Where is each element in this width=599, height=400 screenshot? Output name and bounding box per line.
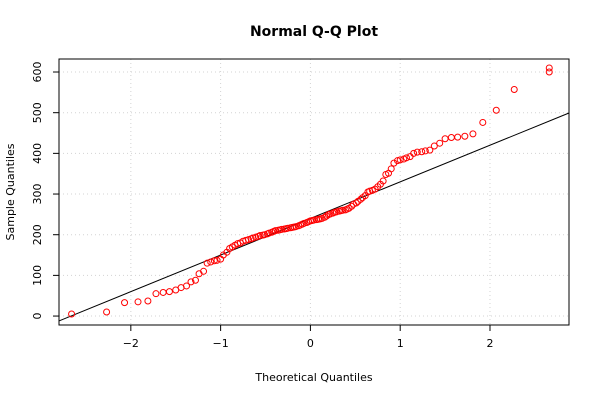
x-tick-label: 1: [397, 337, 404, 350]
data-point: [134, 298, 142, 306]
y-axis: 0 100 200 300 400 500 600: [31, 62, 59, 320]
plot-frame: [58, 58, 570, 326]
data-point: [492, 106, 500, 114]
x-tick-label: 2: [486, 337, 493, 350]
data-points: [68, 64, 553, 318]
y-tick-label: 400: [31, 143, 44, 164]
data-point: [191, 276, 199, 284]
data-point: [213, 256, 221, 264]
x-tick-label: 0: [307, 337, 314, 350]
data-point: [469, 130, 477, 138]
data-point: [323, 212, 331, 220]
data-point: [271, 227, 279, 235]
data-point: [396, 156, 404, 164]
data-point: [210, 257, 218, 265]
data-point: [121, 299, 129, 307]
data-point: [461, 132, 469, 140]
data-point: [413, 148, 421, 156]
data-point: [339, 206, 347, 214]
y-tick-label: 0: [31, 313, 44, 320]
data-point: [479, 118, 487, 126]
data-point: [545, 68, 553, 76]
data-point: [203, 259, 211, 267]
data-point: [200, 267, 208, 275]
y-tick-label: 500: [31, 102, 44, 123]
y-axis-title: Sample Quantiles: [4, 143, 17, 240]
y-tick-label: 200: [31, 224, 44, 245]
data-point: [441, 135, 449, 143]
data-point: [152, 290, 160, 298]
x-axis: −2 −1 0 1 2: [123, 325, 493, 350]
data-point: [187, 278, 195, 286]
data-point: [387, 165, 395, 173]
x-tick-label: −2: [123, 337, 139, 350]
y-tick-label: 300: [31, 184, 44, 205]
data-point: [165, 288, 173, 296]
data-point: [348, 202, 356, 210]
y-tick-label: 100: [31, 265, 44, 286]
y-tick-label: 600: [31, 62, 44, 83]
grid: [59, 59, 569, 325]
data-point: [352, 199, 360, 207]
data-point: [545, 64, 553, 72]
data-point: [379, 177, 387, 185]
data-point: [426, 146, 434, 154]
data-point: [418, 148, 426, 156]
data-point: [256, 232, 264, 240]
data-point: [421, 147, 429, 155]
data-point: [284, 224, 292, 232]
data-point: [454, 133, 462, 141]
data-point: [68, 310, 76, 318]
data-point: [510, 86, 518, 94]
data-point: [430, 142, 438, 150]
data-point: [436, 139, 444, 147]
data-point: [278, 225, 286, 233]
data-point: [144, 297, 152, 305]
data-point: [183, 282, 190, 290]
data-point: [390, 159, 398, 167]
data-point: [310, 216, 318, 224]
data-point: [321, 213, 329, 221]
chart-title: Normal Q-Q Plot: [250, 24, 378, 40]
data-point: [402, 154, 410, 162]
data-point: [357, 195, 365, 203]
x-tick-label: −1: [213, 337, 229, 350]
data-point: [207, 258, 215, 266]
x-axis-title: Theoretical Quantiles: [254, 371, 372, 384]
data-point: [103, 308, 111, 316]
data-point: [410, 149, 418, 157]
